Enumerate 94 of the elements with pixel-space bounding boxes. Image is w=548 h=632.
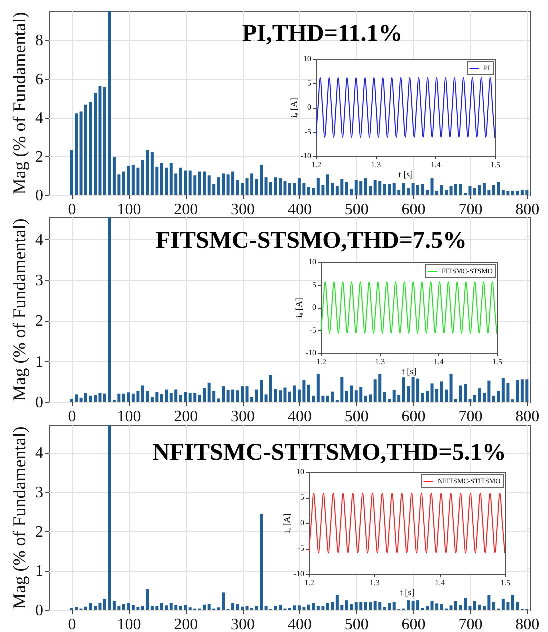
x-tick-label: 300 [231, 408, 256, 426]
y-tick-label: 4 [36, 232, 44, 249]
y-tick-label: 0 [300, 518, 304, 528]
y-tick-label: 2 [36, 524, 44, 541]
x-tick-label: 200 [174, 202, 198, 218]
y-axis-title: Mag (% of Fundamental) [10, 218, 30, 402]
bar [464, 598, 468, 610]
x-tick-label: 700 [458, 616, 483, 632]
x-axis-title: t [s] [398, 170, 414, 180]
x-tick-label: 300 [231, 616, 256, 632]
y-tick-label: -10 [306, 348, 316, 358]
bar [279, 390, 282, 402]
y-tick-label: 2 [36, 148, 44, 166]
x-tick-label: 1.4 [435, 578, 446, 588]
y-tick-label: 0 [36, 394, 44, 412]
y-tick-label: 0 [36, 602, 44, 620]
y-axis-title: iₐ [A] [282, 514, 292, 534]
bar [464, 384, 468, 402]
x-tick-label: 0 [68, 616, 76, 632]
bar [279, 178, 282, 195]
y-tick-label: 3 [36, 484, 44, 502]
x-tick-label: 1.2 [316, 358, 326, 366]
x-tick-label: 400 [288, 408, 312, 426]
chart-title: FITSMC-STSMO,THD=7.5% [156, 228, 468, 254]
x-tick-label: 100 [117, 408, 142, 426]
y-tick-label: 0 [36, 188, 44, 204]
x-tick-label: 1.3 [371, 160, 382, 170]
x-tick-label: 0 [68, 408, 76, 426]
x-tick-label: 500 [344, 408, 369, 426]
y-axis-title: Mag (% of Fundamental) [10, 426, 30, 610]
y-tick-label: 0 [308, 103, 312, 112]
x-tick-label: 1.2 [312, 160, 322, 170]
y-tick-label: -10 [300, 152, 312, 160]
x-axis-title: t [s] [402, 366, 417, 376]
y-tick-label: 4 [36, 110, 44, 128]
x-tick-label: 300 [231, 202, 256, 218]
x-tick-label: 600 [402, 616, 426, 632]
bar [94, 395, 98, 402]
x-tick-label: 600 [402, 202, 426, 218]
x-tick-label: 100 [117, 202, 142, 218]
bar [74, 114, 78, 195]
x-tick-label: 1.5 [490, 160, 500, 170]
y-tick-label: 10 [296, 468, 304, 476]
bar [260, 164, 263, 195]
x-tick-label: 400 [288, 616, 312, 632]
y-tick-label: -10 [294, 570, 304, 578]
x-tick-label: 1.2 [304, 578, 314, 588]
bar [74, 394, 78, 402]
bar [74, 607, 78, 610]
bar [260, 380, 263, 402]
y-tick-label: 10 [308, 258, 316, 266]
x-tick-label: 100 [117, 616, 142, 632]
bar [279, 605, 282, 610]
x-tick-label: 200 [174, 616, 198, 632]
x-tick-label: 600 [402, 408, 426, 426]
x-tick-label: 800 [516, 202, 540, 218]
x-tick-label: 500 [344, 202, 369, 218]
y-tick-label: 1 [36, 354, 44, 371]
y-tick-label: -5 [304, 127, 312, 136]
x-tick-label: 1.4 [434, 358, 444, 366]
text: NFITSMC-STITSMO,THD=5.1% [152, 440, 506, 466]
x-tick-label: 1.5 [492, 358, 502, 366]
y-tick-label: 6 [36, 71, 44, 88]
x-tick-label: 1.3 [370, 578, 380, 588]
y-tick-label: 3 [36, 272, 44, 290]
y-tick-label: 5 [308, 78, 312, 88]
x-tick-label: 700 [458, 202, 483, 218]
x-tick-label: 1.5 [500, 578, 510, 588]
y-tick-label: 2 [36, 313, 44, 330]
x-tick-label: 700 [458, 408, 483, 426]
y-axis-title: Mag (% of Fundamental) [10, 12, 30, 195]
x-tick-label: 1.3 [375, 358, 386, 366]
y-axis-title: iₐ [A] [294, 298, 304, 318]
bar [94, 606, 98, 610]
y-tick-label: -5 [298, 544, 304, 553]
chart-title: PI,THD=11.1% [242, 21, 403, 47]
y-tick-label: -5 [310, 326, 316, 335]
y-tick-label: 5 [300, 493, 304, 502]
x-tick-label: 0 [68, 202, 76, 218]
y-tick-label: 4 [36, 445, 44, 462]
y-axis-title: iₐ [A] [288, 98, 299, 118]
y-tick-label: 0 [312, 303, 316, 312]
y-tick-label: 1 [36, 563, 44, 580]
y-tick-label: 5 [312, 280, 316, 290]
x-tick-label: 800 [516, 616, 540, 632]
x-tick-label: 200 [174, 408, 198, 426]
x-tick-label: 1.4 [430, 160, 441, 170]
x-axis-title: t [s] [400, 588, 415, 598]
y-tick-label: 10 [304, 54, 312, 64]
bar [260, 514, 263, 610]
x-tick-label: 800 [516, 408, 540, 426]
x-tick-label: 500 [344, 616, 369, 632]
y-tick-label: 8 [36, 32, 44, 50]
x-tick-label: 400 [288, 202, 312, 218]
